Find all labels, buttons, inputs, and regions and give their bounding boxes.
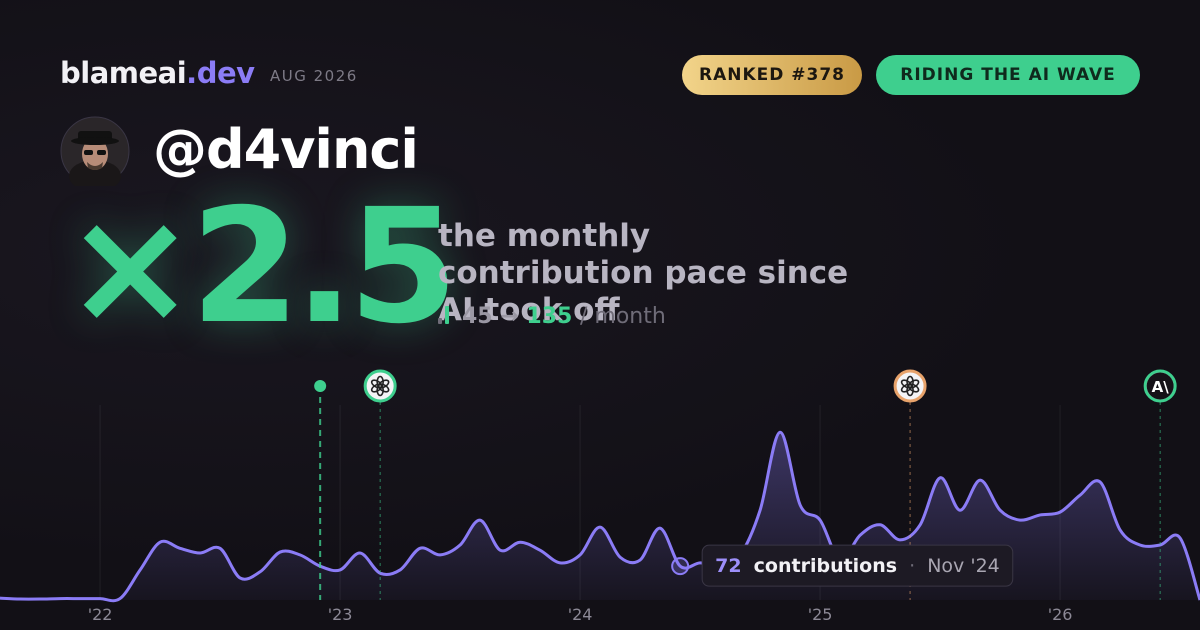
pace-icon <box>438 306 450 324</box>
brand-suffix: .dev <box>186 56 255 90</box>
pace-after: 135 <box>526 304 573 329</box>
rank-badge: RANKED #378 <box>682 55 862 95</box>
brand: blameai.dev <box>60 56 255 90</box>
event-icon <box>370 379 383 389</box>
event-label: A\ <box>1152 378 1170 396</box>
description: the monthly contribution pace since AI t… <box>438 218 849 328</box>
x-tick-label: '25 <box>808 605 833 624</box>
event-badge <box>363 369 397 403</box>
tooltip: 72 contributions · Nov '24 <box>701 544 1014 587</box>
handle: @d4vinci <box>153 118 419 181</box>
line <box>0 430 1200 603</box>
area <box>0 432 1200 601</box>
tooltip-text: 72 contributions · Nov '24 <box>715 555 1000 577</box>
brand-name: blameai <box>60 56 187 90</box>
avatar <box>60 116 130 186</box>
status-badge: RIDING THE AI WAVE <box>876 55 1140 95</box>
event-badge <box>893 369 927 403</box>
tooltip-date: Nov '24 <box>927 555 1000 577</box>
x-tick-label: '22 <box>88 605 113 624</box>
tooltip-value: 72 <box>715 555 741 577</box>
tooltip-box <box>701 544 1014 587</box>
pace: 45 → 135 / month <box>438 304 666 329</box>
ai-start-dot <box>314 380 327 392</box>
event-badge-bg <box>1146 372 1174 400</box>
tooltip-separator: · <box>909 555 915 577</box>
date: AUG 2026 <box>270 67 358 85</box>
multiplier: ×2.5 <box>64 175 458 359</box>
event-icon <box>900 379 913 389</box>
x-tick-label: '24 <box>568 605 593 624</box>
highlight-ring <box>671 557 690 576</box>
tooltip-label: contributions <box>754 555 897 577</box>
x-tick-label: '23 <box>328 605 353 624</box>
pace-arrow: → <box>500 304 519 329</box>
pace-before: 45 <box>462 304 493 329</box>
pace-unit: / month <box>580 304 666 329</box>
x-tick-label: '26 <box>1048 605 1073 624</box>
